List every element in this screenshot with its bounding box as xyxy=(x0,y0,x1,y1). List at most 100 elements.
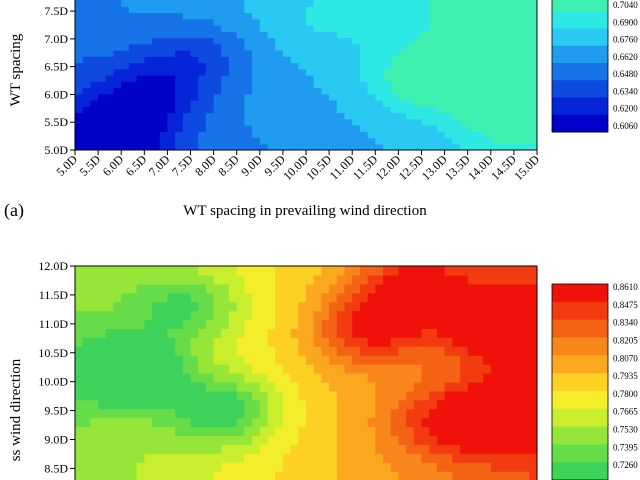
heatmap-cell xyxy=(128,143,138,150)
heatmap-cell xyxy=(367,75,376,82)
heatmap-cell xyxy=(429,50,438,57)
heatmap-cell xyxy=(236,118,245,126)
heatmap-cell xyxy=(259,50,269,57)
heatmap-cell xyxy=(229,444,238,454)
heatmap-cell xyxy=(498,462,507,472)
heatmap-cell xyxy=(267,292,276,303)
heatmap-cell xyxy=(113,137,122,145)
heatmap-cell xyxy=(436,18,446,26)
heatmap-cell xyxy=(128,310,138,321)
heatmap-cell xyxy=(236,283,245,294)
heatmap-cell xyxy=(413,18,423,26)
heatmap-cell xyxy=(221,381,230,392)
heatmap-cell xyxy=(182,346,192,356)
heatmap-cell xyxy=(475,18,484,26)
heatmap-cell xyxy=(521,310,530,321)
heatmap-cell xyxy=(167,399,176,410)
heatmap-cell xyxy=(452,337,461,347)
heatmap-cell xyxy=(128,137,138,145)
heatmap-cell xyxy=(190,364,199,374)
heatmap-cell xyxy=(436,453,446,463)
heatmap-cell xyxy=(90,274,99,285)
heatmap-cell xyxy=(359,346,369,356)
heatmap-cell xyxy=(167,12,176,20)
heatmap-cell xyxy=(329,6,338,14)
heatmap-cell xyxy=(321,118,330,126)
heatmap-cell xyxy=(390,471,399,480)
heatmap-cell xyxy=(75,31,84,39)
heatmap-cell xyxy=(75,435,84,445)
heatmap-cell xyxy=(213,390,222,401)
heatmap-cell xyxy=(82,62,91,70)
heatmap-cell xyxy=(267,337,276,347)
heatmap-cell xyxy=(221,12,230,20)
heatmap-cell xyxy=(506,283,515,294)
heatmap-cell xyxy=(282,25,292,32)
heatmap-cell xyxy=(329,274,338,285)
heatmap-cell xyxy=(390,364,399,374)
heatmap-cell xyxy=(90,125,99,132)
heatmap-cell xyxy=(429,399,438,410)
heatmap-cell xyxy=(498,37,507,45)
heatmap-cell xyxy=(344,131,353,139)
heatmap-cell xyxy=(513,68,523,76)
heatmap-cell xyxy=(498,87,507,95)
heatmap-cell xyxy=(90,453,99,463)
heatmap-cell xyxy=(259,355,269,365)
heatmap-cell xyxy=(136,319,145,330)
heatmap-cell xyxy=(367,373,376,383)
heatmap-cell xyxy=(82,50,91,57)
heatmap-cell xyxy=(152,87,161,95)
heatmap-cell xyxy=(90,462,99,472)
heatmap-cell xyxy=(375,390,384,401)
heatmap-cell xyxy=(452,274,461,285)
heatmap-cell xyxy=(413,62,423,70)
heatmap-cell xyxy=(306,319,315,330)
heatmap-cell xyxy=(267,364,276,374)
heatmap-cell xyxy=(498,143,507,150)
heatmap-cell xyxy=(167,43,176,51)
heatmap-cell xyxy=(336,399,346,410)
heatmap-cell xyxy=(190,131,199,139)
heatmap-cell xyxy=(244,337,253,347)
heatmap-cell xyxy=(344,444,353,454)
heatmap-cell xyxy=(221,266,230,276)
heatmap-cell xyxy=(313,319,322,330)
heatmap-cell xyxy=(252,346,261,356)
heatmap-cell xyxy=(321,56,330,64)
heatmap-cell xyxy=(267,355,276,365)
heatmap-cell xyxy=(367,355,376,365)
heatmap-cell xyxy=(383,364,392,374)
heatmap-cell xyxy=(159,25,168,32)
heatmap-cell xyxy=(375,435,384,445)
heatmap-cell xyxy=(244,75,253,82)
heatmap-cell xyxy=(383,292,392,303)
heatmap-cell xyxy=(298,62,307,70)
heatmap-cell xyxy=(483,100,492,107)
heatmap-cell xyxy=(329,328,338,338)
heatmap-cell xyxy=(483,131,492,139)
x-tick-label: 14.5D xyxy=(488,152,519,183)
heatmap-cell xyxy=(252,131,261,139)
heatmap-cell xyxy=(306,125,315,132)
heatmap-cell xyxy=(105,417,115,428)
heatmap-cell xyxy=(244,364,253,374)
heatmap-cell xyxy=(205,274,215,285)
heatmap-cell xyxy=(436,31,446,39)
heatmap-cell xyxy=(513,112,523,120)
heatmap-cell xyxy=(359,355,369,365)
heatmap-cell xyxy=(105,337,115,347)
heatmap-cell xyxy=(413,6,423,14)
heatmap-cell xyxy=(198,143,207,150)
x-tick-label: 13.0D xyxy=(419,152,450,183)
heatmap-cell xyxy=(306,417,315,428)
heatmap-cell xyxy=(252,31,261,39)
heatmap-cell xyxy=(198,18,207,26)
heatmap-cell xyxy=(121,337,130,347)
heatmap-cell xyxy=(344,381,353,392)
heatmap-cell xyxy=(344,462,353,472)
heatmap-cell xyxy=(75,50,84,57)
heatmap-cell xyxy=(529,471,537,480)
heatmap-cell xyxy=(75,381,84,392)
heatmap-cell xyxy=(390,381,399,392)
